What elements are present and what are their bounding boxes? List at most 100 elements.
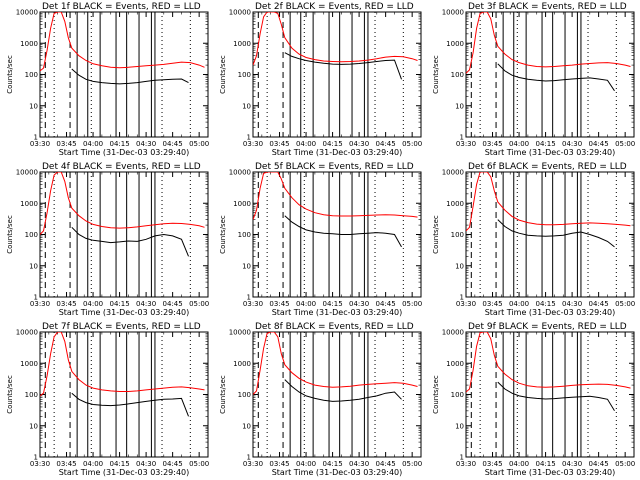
x-tick-label: 04:45 [589, 300, 609, 308]
series-line-lld [253, 172, 418, 220]
plot-frame [39, 171, 209, 298]
y-tick-label: 10000 [16, 9, 38, 17]
series-line-lld [466, 172, 631, 232]
y-tick-label: 1 [247, 454, 251, 462]
x-tick-label: 04:00 [296, 140, 316, 148]
y-axis-label: Counts/sec [219, 375, 227, 414]
y-tick-label: 1 [460, 454, 464, 462]
y-axis-label: Counts/sec [432, 55, 440, 94]
panel-title: Det 4f BLACK = Events, RED = LLD [42, 162, 201, 172]
x-tick-label: 03:30 [243, 140, 263, 148]
x-tick-label: 04:15 [535, 140, 555, 148]
x-axis-label: Start Time (31-Dec-03 03:29:40) [59, 468, 190, 477]
x-tick-label: 05:00 [189, 460, 209, 468]
plot-frame [39, 11, 209, 138]
y-tick-label: 1000 [446, 40, 464, 48]
x-tick-label: 04:45 [589, 460, 609, 468]
x-axis-label: Start Time (31-Dec-03 03:29:40) [59, 308, 190, 317]
series-line-lld [253, 332, 418, 395]
y-tick-label: 10000 [229, 9, 251, 17]
y-tick-label: 100 [238, 231, 251, 239]
x-axis-label: Start Time (31-Dec-03 03:29:40) [272, 148, 403, 157]
y-tick-label: 1000 [233, 360, 251, 368]
plot-frame [465, 171, 635, 298]
series-line-lld [40, 172, 205, 235]
panel-det-3: Det 3f BLACK = Events, RED = LLD 1 10 100 10… [432, 2, 635, 157]
series-group [253, 12, 418, 80]
y-tick-label: 100 [451, 231, 464, 239]
x-tick-label: 04:00 [83, 140, 103, 148]
series-line-events [71, 392, 189, 417]
plot-frame [252, 331, 422, 458]
marker-lines [44, 332, 191, 457]
panel-title: Det 1f BLACK = Events, RED = LLD [42, 2, 201, 12]
y-tick-label: 100 [25, 391, 38, 399]
x-tick-label: 04:30 [136, 140, 156, 148]
x-tick-label: 03:45 [56, 140, 76, 148]
x-tick-label: 04:00 [509, 300, 529, 308]
series-group [466, 332, 631, 412]
series-line-events [71, 68, 189, 85]
x-tick-label: 04:15 [322, 460, 342, 468]
x-tick-label: 05:00 [402, 460, 422, 468]
y-tick-label: 1000 [20, 40, 38, 48]
x-tick-label: 03:30 [456, 140, 476, 148]
x-tick-label: 05:00 [615, 300, 635, 308]
x-tick-label: 04:30 [349, 300, 369, 308]
series-group [40, 332, 205, 417]
y-tick-label: 10 [455, 102, 464, 110]
y-axis-label: Counts/sec [432, 375, 440, 414]
x-tick-label: 04:00 [83, 460, 103, 468]
plot-frame [252, 11, 422, 138]
y-tick-label: 1000 [446, 360, 464, 368]
x-tick-label: 03:30 [456, 300, 476, 308]
x-tick-label: 04:45 [376, 140, 396, 148]
x-tick-label: 05:00 [189, 140, 209, 148]
y-tick-label: 10 [242, 262, 251, 270]
panel-title: Det 2f BLACK = Events, RED = LLD [255, 2, 414, 12]
x-tick-label: 03:30 [456, 460, 476, 468]
x-tick-label: 04:00 [509, 140, 529, 148]
y-tick-label: 1 [34, 294, 38, 302]
y-tick-label: 100 [238, 71, 251, 79]
x-tick-label: 03:30 [243, 460, 263, 468]
x-tick-label: 03:45 [269, 460, 289, 468]
x-axis-label: Start Time (31-Dec-03 03:29:40) [485, 468, 616, 477]
y-tick-label: 100 [25, 231, 38, 239]
y-tick-label: 1 [460, 294, 464, 302]
y-tick-label: 1 [247, 134, 251, 142]
y-tick-label: 1 [460, 134, 464, 142]
x-tick-label: 03:30 [243, 300, 263, 308]
marker-lines [257, 332, 404, 457]
panel-title: Det 6f BLACK = Events, RED = LLD [468, 162, 627, 172]
x-tick-label: 04:45 [163, 460, 183, 468]
panel-det-5: Det 5f BLACK = Events, RED = LLD 1 10 100 10… [219, 162, 422, 317]
panel-det-8: Det 8f BLACK = Events, RED = LLD 1 10 100 10… [219, 322, 422, 477]
marker-lines [470, 332, 617, 457]
series-line-events [284, 379, 402, 402]
x-tick-label: 04:00 [83, 300, 103, 308]
x-tick-label: 04:30 [562, 460, 582, 468]
x-tick-label: 03:30 [30, 140, 50, 148]
x-tick-label: 04:30 [349, 140, 369, 148]
x-tick-label: 04:45 [163, 140, 183, 148]
x-tick-label: 05:00 [615, 460, 635, 468]
series-line-lld [466, 332, 631, 393]
series-line-events [497, 381, 615, 412]
y-tick-label: 1000 [233, 40, 251, 48]
y-tick-label: 1 [34, 134, 38, 142]
marker-lines [44, 12, 191, 137]
series-line-lld [253, 12, 418, 66]
x-tick-label: 04:30 [349, 460, 369, 468]
x-tick-label: 05:00 [615, 140, 635, 148]
x-tick-label: 04:30 [136, 300, 156, 308]
x-axis-label: Start Time (31-Dec-03 03:29:40) [485, 148, 616, 157]
x-tick-label: 05:00 [189, 300, 209, 308]
x-tick-label: 04:15 [109, 140, 129, 148]
x-axis-label: Start Time (31-Dec-03 03:29:40) [272, 468, 403, 477]
y-axis-label: Counts/sec [6, 375, 14, 414]
x-tick-label: 04:00 [296, 300, 316, 308]
x-tick-label: 04:15 [535, 460, 555, 468]
x-tick-label: 04:45 [163, 300, 183, 308]
x-tick-label: 05:00 [402, 140, 422, 148]
